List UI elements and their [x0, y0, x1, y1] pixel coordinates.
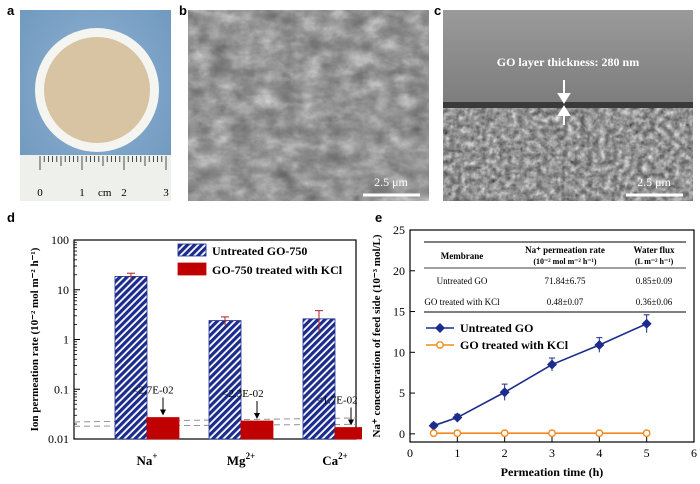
ruler — [20, 155, 171, 201]
thickness-arrows — [557, 80, 571, 125]
ruler-number-2: 2 — [121, 187, 127, 199]
y-tick-label-e: 0 — [399, 427, 405, 441]
data-point-kcl — [429, 429, 438, 438]
x-category-label-d: Ca2+ — [322, 451, 348, 468]
membrane-photo: 0 1 cm 2 3 — [20, 10, 171, 201]
x-axis-label-e: Permeation time (h) — [501, 465, 604, 479]
y-axis-label-d: Ion permeation rate (10⁻² mol m⁻² h⁻¹) — [29, 247, 41, 431]
table-cell: 0.48±0.07 — [547, 297, 584, 307]
annotation-arrowhead-d — [254, 413, 260, 420]
table-cell: 0.36±0.06 — [636, 297, 673, 307]
bar-annotation-d: <2.3E-02 — [222, 388, 263, 400]
thickness-annotation: GO layer thickness: 280 nm — [497, 55, 639, 69]
table-cell: 0.85±0.09 — [636, 276, 673, 286]
bar-untreated-1 — [208, 320, 242, 440]
table-header: Na⁺ permeation rate — [525, 245, 605, 255]
scale-bar-label-c: 2.5 μm — [637, 175, 671, 189]
x-tick-label-e: 4 — [596, 446, 602, 460]
go-membrane-disc — [44, 37, 150, 143]
x-category-label-d: Mg2+ — [227, 451, 255, 468]
y-tick-label-e: 15 — [393, 305, 405, 319]
bar-annotation-d: <1.7E-02 — [316, 395, 357, 407]
y-axis-label-e: Na⁺ concentration of feed side (10⁻³ mol… — [371, 234, 383, 437]
data-point-untreated — [547, 359, 557, 370]
ruler-number-0: 0 — [37, 187, 43, 199]
x-category-label-d: Na+ — [136, 451, 157, 468]
table-header: Membrane — [441, 251, 484, 261]
bar-chart-ion-permeation: 0.01 0.1 1 10 100 Ion permeation rate (10⁻² m… — [29, 233, 362, 468]
data-point-kcl — [548, 429, 556, 438]
y-tick-label-e: 10 — [393, 345, 405, 359]
bar-untreated-0 — [114, 276, 148, 440]
table-cell: 71.84±6.75 — [545, 276, 586, 286]
legend-marker-e — [436, 341, 444, 349]
panel-label-b: b — [179, 3, 187, 18]
go-layer — [443, 102, 693, 108]
legend-swatch-d — [177, 262, 207, 276]
ruler-number-3: 3 — [163, 187, 169, 199]
panel-label-c: c — [434, 3, 442, 18]
y-tick-label-e: 5 — [399, 386, 405, 400]
series-line-untreated — [433, 323, 647, 427]
table-header-unit: (L m⁻² h⁻¹) — [635, 257, 674, 266]
panel-label-e: e — [375, 210, 383, 225]
annotation-arrowhead-d — [348, 419, 354, 426]
sem-cross-section-graphic: GO layer thickness: 280 nm 2.5 μm — [443, 10, 693, 201]
y-tick-label-d: 1 — [63, 333, 69, 347]
sem-surface-image: 2.5 μm — [188, 10, 429, 201]
table-cell: GO treated with KCl — [424, 297, 500, 307]
data-point-untreated — [594, 339, 605, 350]
table-cell: Untreated GO — [437, 276, 488, 286]
x-tick-label-e: 1 — [454, 446, 460, 460]
data-point-kcl — [642, 429, 651, 438]
y-tick-label-d: 100 — [51, 233, 69, 247]
data-point-untreated — [499, 387, 510, 398]
y-tick-label-e: 25 — [393, 223, 405, 237]
bar-untreated-2 — [302, 318, 336, 440]
ruler-number-1: 1 — [79, 187, 85, 199]
x-tick-label-e: 0 — [407, 446, 413, 460]
table-header: Water flux — [633, 245, 675, 255]
sem-surface-graphic: 2.5 μm — [188, 10, 429, 201]
legend-label-e: GO treated with KCl — [460, 338, 569, 352]
scale-bar-label-b: 2.5 μm — [374, 175, 408, 189]
x-tick-label-e: 5 — [644, 446, 650, 460]
y-tick-label-d: 0.1 — [54, 382, 69, 396]
sem-cross-section-image: GO layer thickness: 280 nm 2.5 μm — [443, 10, 693, 201]
annotation-arrowhead-d — [160, 409, 166, 416]
x-tick-label-e: 2 — [502, 446, 508, 460]
panel-label-d: d — [7, 210, 15, 225]
table-header-unit: (10⁻² mol m⁻² h⁻¹) — [533, 257, 597, 266]
ruler-unit: cm — [98, 187, 112, 199]
panel-label-a: a — [7, 3, 15, 18]
bar-kcl-0 — [146, 417, 180, 440]
bar-annotation-d: <2.7E-02 — [132, 385, 173, 397]
y-tick-label-e: 20 — [393, 264, 405, 278]
legend-marker-e — [435, 323, 445, 333]
bar-kcl-2 — [334, 427, 362, 440]
x-tick-label-e: 3 — [549, 446, 555, 460]
legend-swatch-d — [177, 243, 207, 257]
x-tick-label-e: 6 — [691, 446, 697, 460]
legend-label-d: Untreated GO-750 — [212, 244, 307, 258]
data-point-kcl — [595, 429, 604, 438]
line-chart-na-concentration: 0 5 10 15 20 25 0 1 2 3 4 5 6 Permeation time (h) Na⁺ … — [371, 223, 697, 479]
data-point-untreated — [452, 412, 463, 423]
data-point-kcl — [453, 429, 462, 438]
data-point-untreated — [428, 420, 439, 431]
bar-kcl-1 — [240, 420, 274, 440]
data-point-untreated — [641, 318, 652, 329]
membrane-photo-graphic: 0 1 cm 2 3 — [20, 10, 171, 201]
data-point-kcl — [500, 429, 509, 438]
legend-label-d: GO-750 treated with KCl — [212, 263, 343, 277]
y-tick-label-d: 0.01 — [48, 432, 69, 446]
legend-label-e: Untreated GO — [460, 321, 533, 335]
y-tick-label-d: 10 — [57, 283, 69, 297]
